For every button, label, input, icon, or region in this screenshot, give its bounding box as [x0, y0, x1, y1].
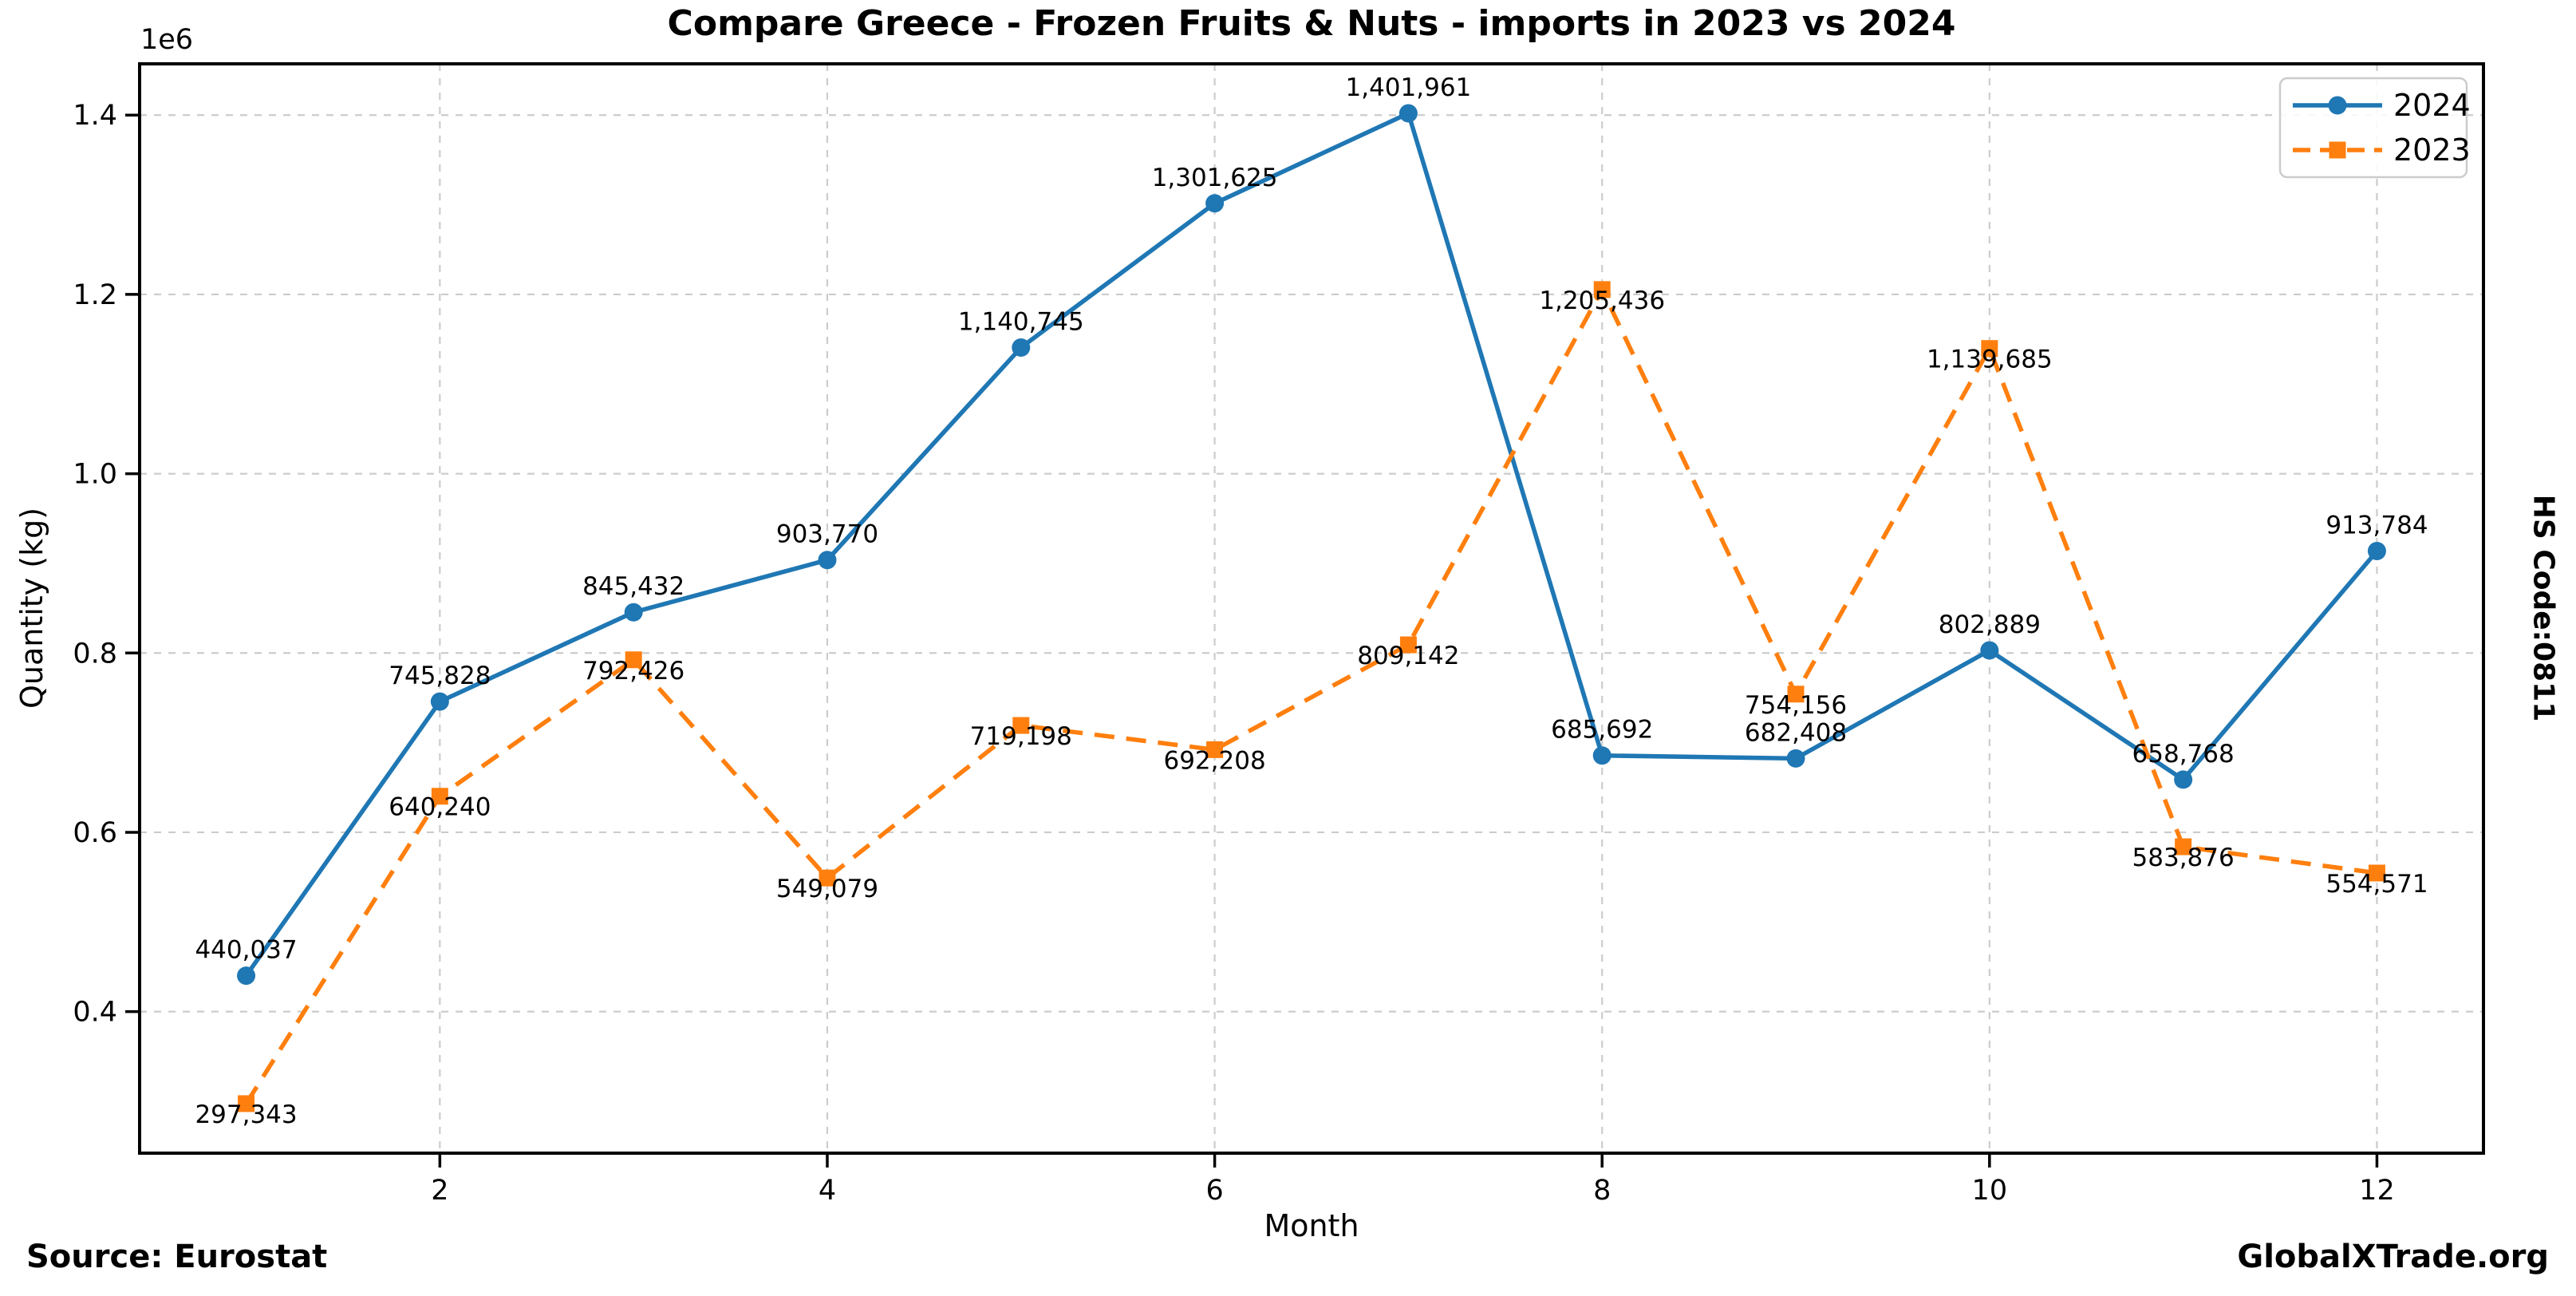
- data-point-label-2024: 1,301,625: [1152, 164, 1278, 192]
- data-point-label-2023: 1,205,436: [1539, 286, 1665, 315]
- brand-credit: GlobalXTrade.org: [2237, 1239, 2549, 1275]
- x-tick-label: 2: [431, 1175, 448, 1207]
- data-point-2024: [2367, 541, 2386, 560]
- series-line-2024: [244, 111, 2379, 978]
- data-point-label-2024: 845,432: [582, 572, 684, 601]
- legend-box: [2278, 77, 2468, 179]
- data-point-label-2023: 549,079: [776, 875, 878, 903]
- y-tick-label: 1.2: [73, 279, 117, 311]
- data-point-2023: [819, 869, 836, 887]
- data-point-label-2024: 685,692: [1551, 716, 1653, 745]
- data-point-label-2024: 1,401,961: [1346, 73, 1472, 102]
- data-point-label-2024: 802,889: [1939, 610, 2041, 639]
- series-line-2023: [244, 287, 2377, 1105]
- data-point-label-2024: 913,784: [2326, 511, 2428, 539]
- y-tick-label: 1.0: [73, 459, 117, 491]
- x-tick-label: 10: [1972, 1175, 2008, 1207]
- data-point-label-2023: 754,156: [1745, 691, 1847, 720]
- data-point-2024: [818, 551, 837, 570]
- data-point-label-2024: 745,828: [389, 662, 491, 690]
- data-point-2024: [430, 692, 449, 711]
- data-point-2024: [1012, 338, 1031, 357]
- data-point-2023: [1206, 741, 1224, 758]
- legend-item-label-2024: 2024: [2393, 88, 2471, 123]
- data-point-label-2023: 719,198: [970, 722, 1072, 751]
- data-point-2024: [1205, 194, 1225, 213]
- data-point-2023: [431, 788, 448, 805]
- data-point-2024: [624, 603, 643, 622]
- data-point-label-2024: 658,768: [2132, 740, 2235, 769]
- y-tick-label: 0.4: [73, 997, 117, 1029]
- data-point-2023: [238, 1095, 255, 1112]
- hs-code-label: HS Code:0811: [2527, 494, 2560, 722]
- data-point-label-2024: 682,408: [1745, 718, 1847, 747]
- data-point-label-2023: 692,208: [1163, 746, 1265, 775]
- data-point-2024: [1786, 749, 1805, 768]
- data-point-2024: [1980, 641, 1999, 660]
- y-tick-label: 1.4: [73, 100, 117, 132]
- y-axis-label: Quantity (kg): [14, 507, 49, 709]
- data-point-2023: [1399, 636, 1417, 654]
- data-point-2023: [1593, 281, 1611, 298]
- data-point-label-2023: 583,876: [2132, 844, 2235, 872]
- legend-item-label-2023: 2023: [2393, 132, 2471, 168]
- data-point-label-2023: 809,142: [1357, 642, 1459, 670]
- data-point-2023: [2368, 864, 2385, 882]
- legend-sample-marker-2024: [2328, 96, 2347, 115]
- x-tick-label: 8: [1593, 1175, 1611, 1207]
- data-point-2024: [2174, 770, 2193, 789]
- data-point-2023: [1981, 340, 1998, 358]
- data-point-label-2023: 554,571: [2326, 870, 2428, 899]
- x-tick-label: 6: [1205, 1175, 1223, 1207]
- legend: 2024 2023: [2278, 77, 2471, 179]
- data-point-label-2023: 1,139,685: [1927, 346, 2053, 374]
- source-credit: Source: Eurostat: [26, 1239, 328, 1275]
- data-point-label-2023: 640,240: [389, 793, 491, 822]
- y-axis-offset-label: 1e6: [140, 24, 194, 56]
- data-point-label-2024: 1,140,745: [958, 307, 1084, 336]
- data-point-2023: [1012, 717, 1030, 734]
- y-tick-label: 0.8: [73, 638, 117, 670]
- data-point-2024: [1398, 104, 1418, 123]
- data-point-label-2023: 792,426: [582, 657, 684, 686]
- data-point-2023: [2175, 838, 2192, 855]
- data-point-2024: [1592, 746, 1611, 765]
- legend-sample-marker-2023: [2329, 141, 2346, 159]
- data-point-2023: [625, 651, 642, 669]
- data-point-label-2024: 903,770: [776, 520, 878, 549]
- data-point-label-2024: 440,037: [195, 936, 297, 965]
- y-tick-label: 0.6: [73, 817, 117, 849]
- chart-title: Compare Greece - Frozen Fruits & Nuts - …: [667, 3, 1956, 44]
- x-tick-label: 12: [2359, 1175, 2395, 1207]
- axes-spines: [138, 62, 2485, 1155]
- x-axis-label: Month: [1264, 1208, 1359, 1243]
- data-point-2023: [1787, 686, 1805, 703]
- data-point-label-2023: 297,343: [195, 1100, 297, 1129]
- data-point-2024: [237, 966, 256, 986]
- x-tick-label: 4: [819, 1175, 836, 1207]
